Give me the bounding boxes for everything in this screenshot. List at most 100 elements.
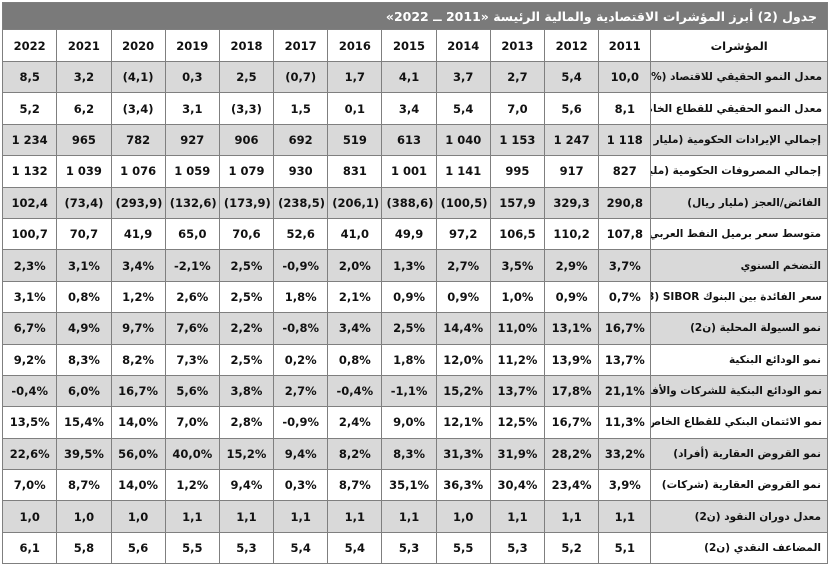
value-cell: 2,7%: [435, 249, 491, 282]
value-cell: 11,3%: [598, 406, 652, 439]
header-row: المؤشرات 2011 2012 2013 2014 2015 2016 2017 201…: [1, 29, 828, 62]
value-cell: 70,6: [218, 217, 275, 251]
value-cell: 1 247: [544, 123, 600, 157]
indicator-label: الفائض/العجز (مليار ريال): [650, 186, 828, 219]
value-cell: 12,5%: [489, 406, 546, 439]
value-cell: 41,9: [110, 217, 166, 251]
value-cell: (4,1): [110, 60, 166, 94]
value-cell: 831: [327, 155, 383, 188]
value-cell: 14,0%: [110, 406, 166, 439]
value-cell: 8,2%: [110, 343, 166, 376]
value-cell: 1 079: [218, 155, 275, 188]
value-cell: 1,3%: [381, 249, 437, 282]
year-header-2011: 2011: [598, 29, 652, 62]
value-cell: 1 234: [1, 123, 58, 157]
value-cell: 7,0: [489, 92, 546, 125]
value-cell: 5,3: [381, 531, 437, 565]
value-cell: 0,9%: [435, 280, 491, 314]
value-cell: 13,5%: [1, 406, 58, 439]
value-cell: 8,3%: [381, 437, 437, 471]
value-cell: 1,8%: [381, 343, 437, 376]
year-header-2019: 2019: [164, 29, 220, 62]
value-cell: 1,1: [218, 500, 275, 533]
value-cell: 8,7%: [327, 469, 383, 502]
value-cell: 0,2%: [273, 343, 329, 376]
value-cell: 6,1: [1, 531, 58, 565]
value-cell: 1,7: [327, 60, 383, 94]
table-row: نمو السيولة المحلية (ن2) 16,7% 13,1% 11,0% 1…: [1, 312, 828, 345]
value-cell: 2,1%: [327, 280, 383, 314]
table-row: التضخم السنوي 3,7% 2,9% 3,5% 2,7% 1,3% 2,0% -0,…: [1, 249, 828, 282]
value-cell: 3,2: [56, 60, 112, 94]
value-cell: -0,4%: [1, 374, 58, 408]
value-cell: 2,3%: [1, 249, 58, 282]
value-cell: 2,5%: [218, 343, 275, 376]
value-cell: 2,8%: [218, 406, 275, 439]
value-cell: 5,3: [218, 531, 275, 565]
table-body: معدل النمو الحقيقي للاقتصاد (%) 10,0 5,4 2,…: [1, 60, 828, 565]
value-cell: 692: [273, 123, 329, 157]
indicator-label: متوسط سعر برميل النفط العربي الخفيف $: [650, 217, 828, 251]
value-cell: 3,7: [435, 60, 491, 94]
value-cell: 1,1: [273, 500, 329, 533]
value-cell: 5,5: [435, 531, 491, 565]
value-cell: (238,5): [273, 186, 329, 219]
value-cell: 3,1%: [1, 280, 58, 314]
value-cell: 22,6%: [1, 437, 58, 471]
value-cell: (132,6): [164, 186, 220, 219]
value-cell: 1 132: [1, 155, 58, 188]
value-cell: 2,6%: [164, 280, 220, 314]
value-cell: 0,8%: [56, 280, 112, 314]
indicator-label: نمو الائتمان البنكي للقطاع الخاص: [650, 406, 828, 439]
value-cell: 8,1: [598, 92, 652, 125]
value-cell: (206,1): [327, 186, 383, 219]
value-cell: 3,9%: [598, 469, 652, 502]
value-cell: 5,4: [544, 60, 600, 94]
table-row: نمو القروض العقارية (أفراد) 33,2% 28,2% 31,…: [1, 437, 828, 471]
value-cell: 1,8%: [273, 280, 329, 314]
value-cell: 1 118: [598, 123, 652, 157]
table-row: معدل النمو الحقيقي للقطاع الخاص (%)8,15,…: [1, 92, 828, 125]
value-cell: 15,4%: [56, 406, 112, 439]
year-header-2012: 2012: [544, 29, 600, 62]
indicator-label: معدل دوران النقود (ن2): [650, 500, 828, 533]
value-cell: (0,7): [273, 60, 329, 94]
value-cell: 102,4: [1, 186, 58, 219]
value-cell: -1,1%: [381, 374, 437, 408]
value-cell: 1 059: [164, 155, 220, 188]
year-header-2021: 2021: [56, 29, 112, 62]
value-cell: 5,4: [273, 531, 329, 565]
value-cell: 5,5: [164, 531, 220, 565]
value-cell: 1 001: [381, 155, 437, 188]
table-row: معدل دوران النقود (ن2) 1,1 1,1 1,1 1,0 1,1 1,1…: [1, 500, 828, 533]
value-cell: 36,3%: [435, 469, 491, 502]
value-cell: 2,2%: [218, 312, 275, 345]
table-row: معدل النمو الحقيقي للاقتصاد (%) 10,0 5,4 2,…: [1, 60, 828, 94]
year-header-2022: 2022: [1, 29, 58, 62]
indicator-label: نمو الودائع البنكية للشركات والأفراد: [650, 374, 828, 408]
value-cell: 97,2: [435, 217, 491, 251]
value-cell: 49,9: [381, 217, 437, 251]
value-cell: 6,2: [56, 92, 112, 125]
value-cell: 782: [110, 123, 166, 157]
year-header-2014: 2014: [435, 29, 491, 62]
value-cell: 9,4%: [218, 469, 275, 502]
value-cell: 33,2%: [598, 437, 652, 471]
value-cell: 157,9: [489, 186, 546, 219]
value-cell: 0,8%: [327, 343, 383, 376]
indicator-label: نمو القروض العقارية (أفراد): [650, 437, 828, 471]
value-cell: 1,2%: [164, 469, 220, 502]
indicator-label: سعر الفائدة بين البنوك SIBOR (3 أشهر): [650, 280, 828, 314]
value-cell: 3,4%: [327, 312, 383, 345]
value-cell: 13,7%: [489, 374, 546, 408]
value-cell: (3,4): [110, 92, 166, 125]
value-cell: 1,1: [544, 500, 600, 533]
value-cell: 17,8%: [544, 374, 600, 408]
value-cell: 5,1: [598, 531, 652, 565]
value-cell: 14,0%: [110, 469, 166, 502]
value-cell: 21,1%: [598, 374, 652, 408]
value-cell: 3,1: [164, 92, 220, 125]
value-cell: 16,7%: [598, 312, 652, 345]
table-row: نمو الودائع البنكية للشركات والأفراد 21,1…: [1, 374, 828, 408]
indicator-label: نمو الودائع البنكية: [650, 343, 828, 376]
